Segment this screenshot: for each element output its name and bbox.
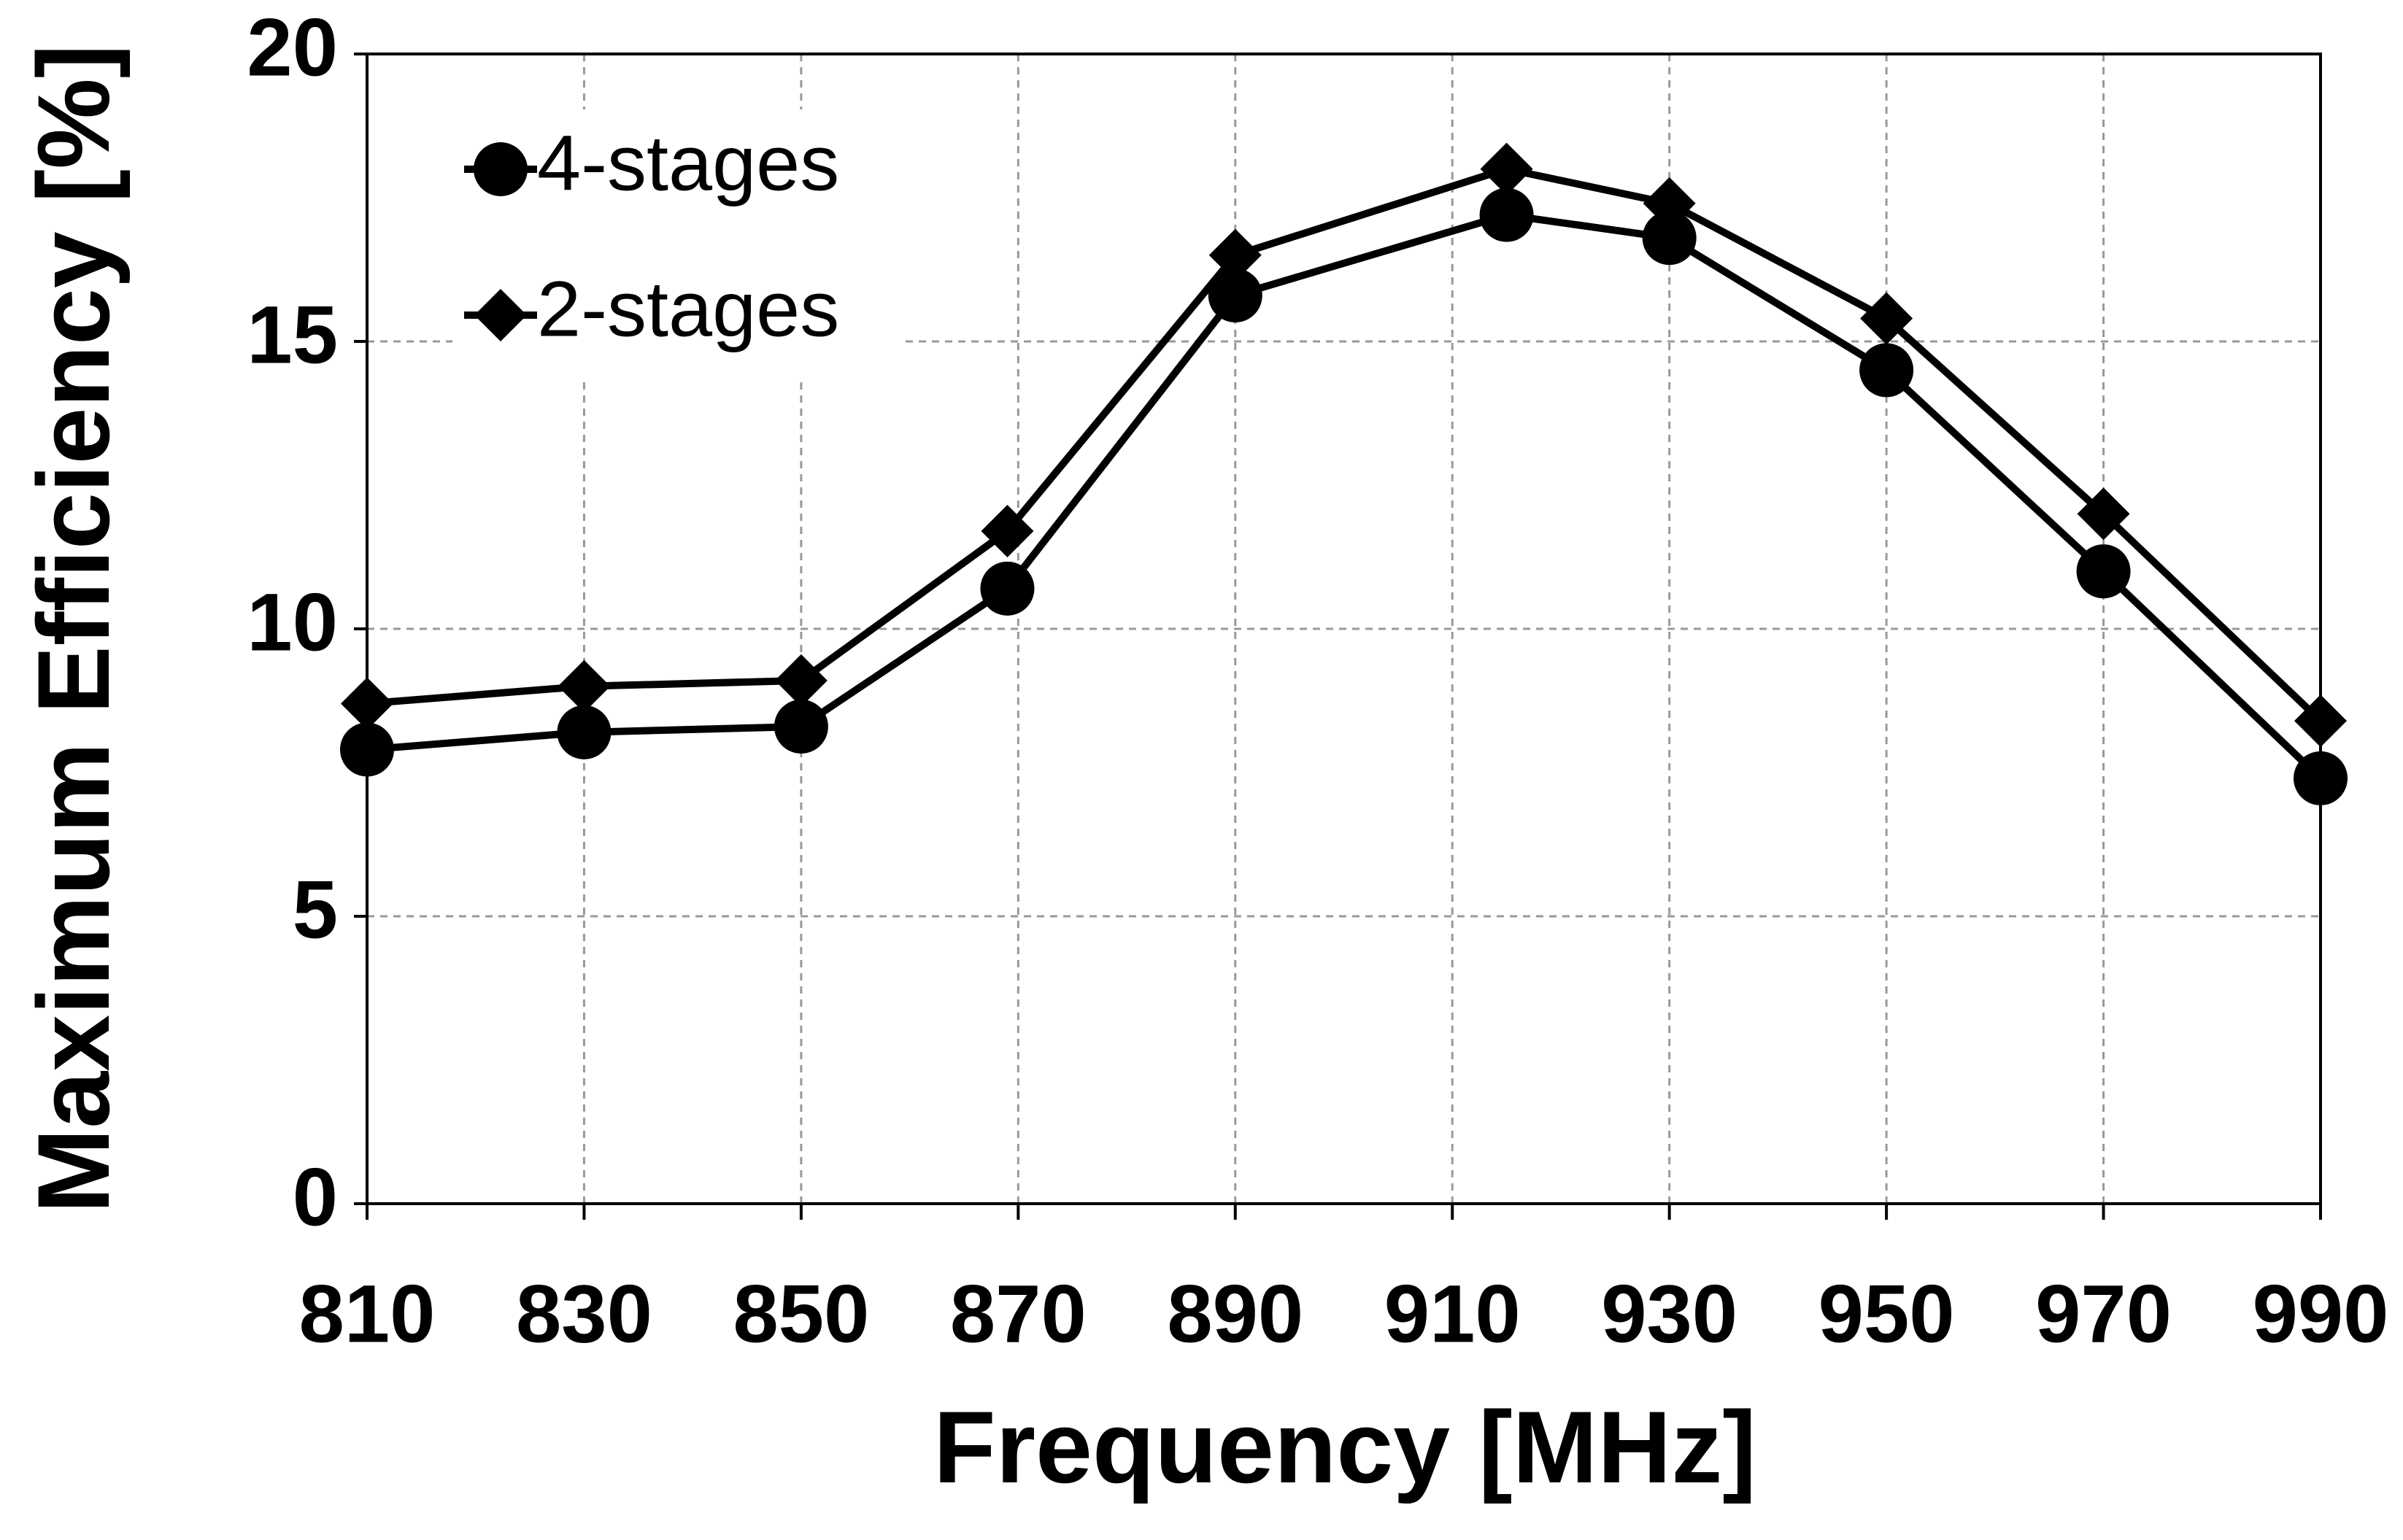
- marker: [1479, 187, 1534, 242]
- y-axis-title: Maximum Efficiency [%]: [16, 45, 131, 1214]
- marker: [2077, 487, 2130, 541]
- marker: [1860, 292, 1913, 345]
- marker: [2294, 694, 2347, 748]
- y-tick-label: 20: [247, 2, 338, 93]
- marker: [558, 659, 611, 713]
- marker: [980, 561, 1035, 616]
- marker: [341, 677, 393, 730]
- marker: [474, 142, 528, 196]
- x-axis-title: Frequency [MHz]: [933, 1390, 1756, 1504]
- marker: [2294, 751, 2348, 805]
- y-tick-label: 5: [293, 864, 338, 956]
- plot-frame: [366, 53, 2322, 1205]
- y-tick-label: 0: [293, 1152, 338, 1243]
- series-line: [366, 211, 2323, 781]
- x-tick-label: 830: [516, 1269, 652, 1360]
- x-tick-label: 850: [733, 1269, 869, 1360]
- x-tick-label: 890: [1167, 1269, 1303, 1360]
- marker: [1859, 343, 1914, 398]
- y-tick-label: 10: [247, 577, 338, 668]
- x-tick-label: 930: [1601, 1269, 1737, 1360]
- marker: [2076, 544, 2131, 599]
- legend-label: 2-stages: [537, 265, 839, 353]
- marker: [774, 654, 828, 707]
- marker: [1208, 228, 1262, 282]
- x-tick-label: 970: [2035, 1269, 2172, 1360]
- legend-box: [452, 109, 905, 379]
- x-tick-label: 810: [299, 1269, 436, 1360]
- marker: [1642, 211, 1697, 266]
- legend-label: 4-stages: [537, 119, 839, 207]
- x-tick-label: 990: [2253, 1269, 2389, 1360]
- x-tick-label: 870: [950, 1269, 1087, 1360]
- marker: [340, 722, 394, 777]
- y-tick-label: 15: [247, 290, 338, 381]
- marker: [1480, 142, 1533, 196]
- x-tick-label: 910: [1384, 1269, 1521, 1360]
- series-line: [366, 165, 2323, 724]
- marker: [981, 505, 1034, 558]
- marker: [474, 289, 527, 341]
- marker: [1643, 177, 1696, 230]
- marker: [1208, 268, 1262, 322]
- marker: [774, 699, 828, 754]
- marker: [557, 705, 612, 759]
- x-tick-label: 950: [1818, 1269, 1955, 1360]
